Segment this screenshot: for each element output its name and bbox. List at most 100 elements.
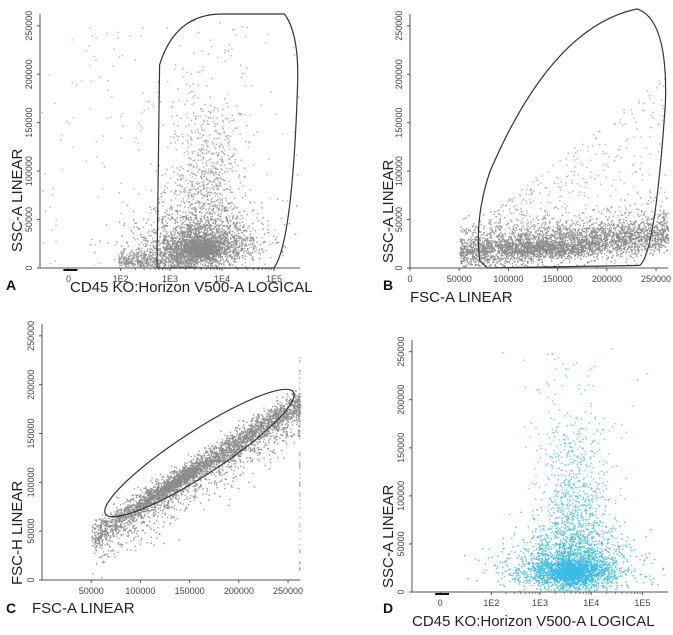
data-point (221, 168, 222, 169)
data-point (205, 203, 206, 204)
data-point (181, 265, 182, 266)
data-point (212, 245, 213, 246)
data-point (563, 226, 564, 227)
data-point (208, 209, 209, 210)
data-point (182, 186, 183, 187)
x-tick-label: 0 (407, 274, 412, 284)
data-point (246, 214, 247, 215)
data-point (177, 179, 178, 180)
data-point (224, 52, 225, 53)
data-point (194, 238, 195, 239)
data-point (93, 56, 94, 57)
data-point (201, 246, 202, 247)
data-point (142, 227, 143, 228)
data-point (221, 252, 222, 253)
data-point (189, 165, 190, 166)
data-point (159, 250, 160, 251)
data-point (232, 30, 233, 31)
data-point (247, 249, 248, 250)
data-point (215, 195, 216, 196)
data-point (179, 184, 180, 185)
data-point (170, 231, 171, 232)
data-point (150, 212, 151, 213)
data-point (238, 188, 239, 189)
data-point (121, 262, 122, 263)
data-point (646, 219, 647, 220)
data-point (231, 244, 232, 245)
data-point (216, 247, 217, 248)
data-point (151, 242, 152, 243)
data-point (155, 213, 156, 214)
data-point (219, 22, 220, 23)
data-point (224, 243, 225, 244)
data-point (229, 252, 230, 253)
data-point (174, 234, 175, 235)
data-point (185, 248, 186, 249)
data-point (137, 238, 138, 239)
data-point (188, 202, 189, 203)
data-point (210, 159, 211, 160)
data-point (224, 225, 225, 226)
data-point (242, 241, 243, 242)
data-point (190, 205, 191, 206)
data-point (244, 248, 245, 249)
data-point (166, 210, 167, 211)
data-point (205, 262, 206, 263)
data-point (152, 245, 153, 246)
data-point (180, 257, 181, 258)
data-point (214, 242, 215, 243)
data-point (206, 260, 207, 261)
data-point (226, 226, 227, 227)
data-point (207, 152, 208, 153)
data-point (178, 136, 179, 137)
data-point (121, 113, 122, 114)
data-point (251, 85, 252, 86)
data-point (175, 237, 176, 238)
data-point (247, 253, 248, 254)
data-point (181, 200, 182, 201)
data-point (177, 258, 178, 259)
data-point (201, 193, 202, 194)
data-point (123, 252, 124, 253)
data-point (212, 242, 213, 243)
data-point (254, 251, 255, 252)
data-point (198, 206, 199, 207)
data-point (270, 257, 271, 258)
data-point (180, 180, 181, 181)
data-point (170, 246, 171, 247)
data-point (186, 180, 187, 181)
data-point (188, 147, 189, 148)
data-point (173, 230, 174, 231)
data-point (235, 149, 236, 150)
data-point (159, 202, 160, 203)
data-point (249, 226, 250, 227)
data-point (463, 218, 464, 219)
data-point (124, 263, 125, 264)
data-point (250, 231, 251, 232)
data-point (189, 85, 190, 86)
data-point (148, 108, 149, 109)
data-point (163, 235, 164, 236)
data-point (184, 247, 185, 248)
data-point (192, 151, 193, 152)
data-point (199, 149, 200, 150)
data-point (219, 207, 220, 208)
data-point (167, 245, 168, 246)
data-point (212, 236, 213, 237)
data-point (132, 251, 133, 252)
data-point (222, 221, 223, 222)
data-point (198, 116, 199, 117)
data-point (201, 147, 202, 148)
data-point (155, 210, 156, 211)
data-point (207, 180, 208, 181)
data-point (207, 183, 208, 184)
data-point (246, 250, 247, 251)
data-point (254, 202, 255, 203)
data-point (201, 190, 202, 191)
data-point (125, 261, 126, 262)
data-point (260, 253, 261, 254)
data-point (192, 153, 193, 154)
data-point (200, 219, 201, 220)
data-point (228, 248, 229, 249)
data-point (631, 254, 632, 255)
